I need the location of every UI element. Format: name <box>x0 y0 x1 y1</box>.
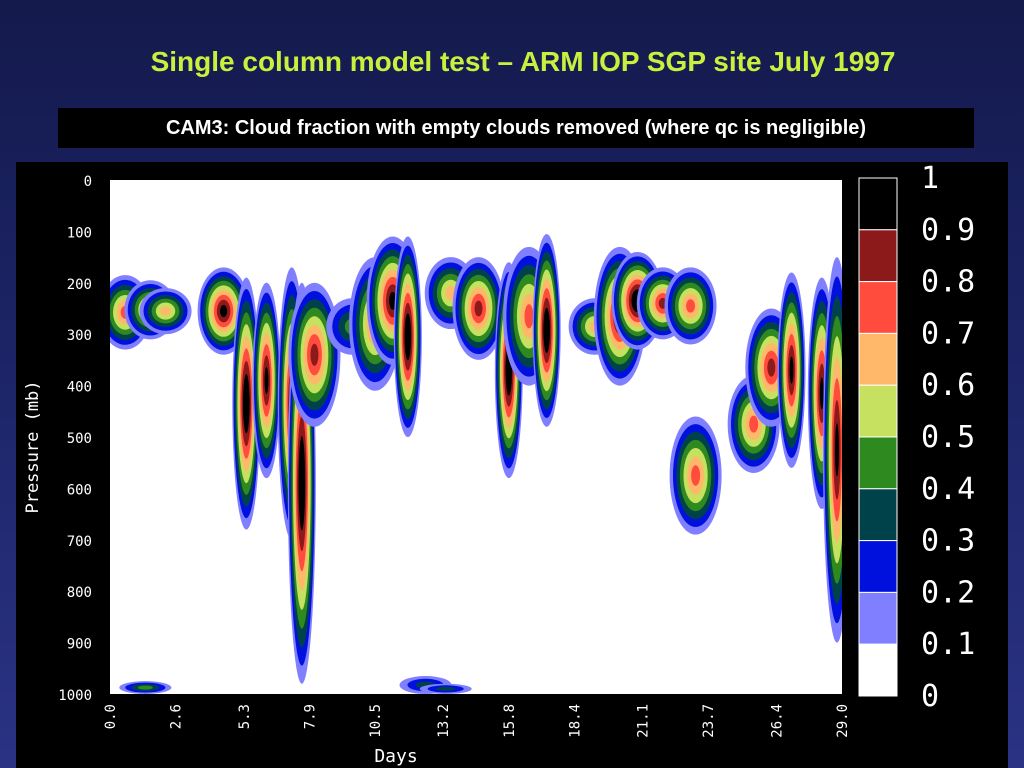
cloud-feature-level <box>300 458 304 509</box>
y-tick-label: 300 <box>67 328 92 344</box>
cloud-feature <box>664 267 717 345</box>
cloud-feature <box>669 416 722 535</box>
colorbar-swatch <box>858 384 898 438</box>
cloud-feature <box>393 236 422 437</box>
y-tick-label: 400 <box>67 380 92 396</box>
x-axis-label: Days <box>374 746 417 767</box>
cloud-feature <box>139 287 192 335</box>
y-axis-ticks: 0 100 200 300 400 500 600 700 800 900 1000 <box>58 174 92 704</box>
y-tick-label: 0 <box>84 174 92 190</box>
cloud-feature <box>119 681 172 694</box>
colorbar-swatch <box>858 488 898 542</box>
cloud-feature-level <box>219 305 228 318</box>
y-tick-label: 100 <box>67 225 92 241</box>
colorbar-label: 0.6 <box>921 368 975 403</box>
cloud-feature-level <box>507 356 511 384</box>
colorbar-swatch <box>858 591 898 645</box>
cloud-fraction-chart: 0 100 200 300 400 500 600 700 800 900 1000 0.0 2.6 5… <box>23 162 975 767</box>
colorbar-label: 0.5 <box>921 420 975 455</box>
cloud-feature <box>822 257 842 643</box>
cloud-feature-level <box>835 423 839 477</box>
colorbar-label: 0.1 <box>921 627 975 662</box>
y-tick-label: 1000 <box>58 688 92 704</box>
x-tick-label: 13.2 <box>436 704 452 738</box>
y-tick-label: 600 <box>67 482 92 498</box>
cloud-feature-level <box>406 324 410 350</box>
cloud-feature <box>532 233 561 427</box>
cloud-feature-level <box>474 300 483 317</box>
colorbar-label: 0.3 <box>921 524 975 559</box>
colorbar-label: 0 <box>921 679 939 714</box>
cloud-feature <box>777 272 806 468</box>
x-tick-label: 10.5 <box>368 704 384 738</box>
cloud-feature-level <box>436 686 456 691</box>
cloud-feature-level <box>767 358 776 377</box>
colorbar-label: 0.2 <box>921 575 975 610</box>
cloud-feature-level <box>819 377 824 410</box>
chart-panel: 0 100 200 300 400 500 600 700 800 900 1000 0.0 2.6 5… <box>16 162 1008 768</box>
y-tick-label: 800 <box>67 585 92 601</box>
x-tick-label: 7.9 <box>302 704 318 729</box>
colorbar-swatch <box>858 436 898 490</box>
x-tick-label: 23.7 <box>701 704 717 738</box>
x-tick-label: 0.0 <box>103 704 119 729</box>
cloud-feature-level <box>544 318 549 343</box>
cloud-feature <box>252 282 281 479</box>
slide-title: Single column model test – ARM IOP SGP s… <box>150 46 896 77</box>
cloud-feature-level <box>264 366 269 394</box>
colorbar-label: 0.9 <box>921 213 975 248</box>
cloud-feature-level <box>160 306 171 316</box>
chart-subtitle: CAM3: Cloud fraction with empty clouds r… <box>58 108 974 148</box>
y-tick-label: 500 <box>67 431 92 447</box>
colorbar-swatch <box>858 177 898 231</box>
colorbar-label: 0.4 <box>921 472 975 507</box>
x-tick-label: 15.8 <box>502 704 518 738</box>
y-tick-label: 700 <box>67 534 92 550</box>
colorbar-swatch <box>858 540 898 593</box>
cloud-feature-level <box>389 291 397 310</box>
x-axis-ticks: 0.0 2.6 5.3 7.9 10.5 13.2 15.8 18.4 21.1 23.7 26.4… <box>103 704 851 738</box>
cloud-feature <box>419 683 472 694</box>
x-tick-label: 5.3 <box>237 704 253 729</box>
cloud-feature <box>288 282 341 427</box>
cloud-feature-level <box>137 685 153 690</box>
cloud-feature-level <box>789 356 794 384</box>
cloud-feature-level <box>310 343 319 366</box>
cloud-feature <box>452 257 505 360</box>
x-tick-label: 2.6 <box>169 704 185 729</box>
y-tick-label: 900 <box>67 637 92 653</box>
cloud-feature-level <box>524 304 534 329</box>
colorbar-label: 1 <box>921 162 939 196</box>
colorbar-swatch <box>858 281 898 334</box>
x-tick-label: 21.1 <box>636 704 652 738</box>
colorbar-swatch <box>858 643 898 697</box>
colorbar-label: 0.7 <box>921 316 975 351</box>
cloud-feature-level <box>691 465 701 486</box>
colorbar: 1 0.9 0.8 0.7 0.6 0.5 0.4 0.3 0.2 0.1 0 <box>858 162 975 714</box>
y-axis-label: Pressure (mb) <box>23 380 43 513</box>
cloud-feature-level <box>244 387 249 420</box>
colorbar-swatch <box>858 229 898 283</box>
y-tick-label: 200 <box>67 277 92 293</box>
x-tick-label: 26.4 <box>769 704 785 738</box>
x-tick-label: 29.0 <box>835 704 851 738</box>
cloud-feature-level <box>686 299 696 313</box>
cloud-feature-level <box>749 415 759 433</box>
x-tick-label: 18.4 <box>567 704 583 738</box>
colorbar-swatch <box>858 332 898 386</box>
cloud-fraction-field <box>110 233 842 694</box>
cloud-feature <box>232 277 261 530</box>
colorbar-label: 0.8 <box>921 265 975 300</box>
